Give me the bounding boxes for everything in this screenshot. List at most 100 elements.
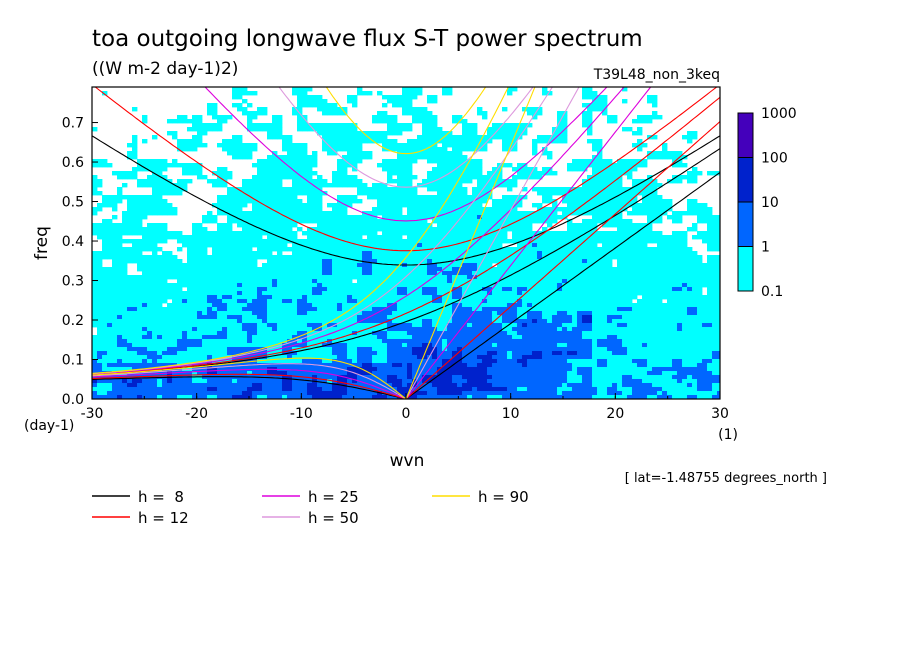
heatmap-cell bbox=[197, 315, 203, 320]
heatmap-cell bbox=[242, 223, 248, 228]
heatmap-cell bbox=[347, 323, 353, 328]
heatmap-cell bbox=[202, 263, 208, 268]
heatmap-cell bbox=[112, 231, 118, 236]
heatmap-cell bbox=[232, 199, 238, 204]
heatmap-cell bbox=[207, 335, 213, 340]
heatmap-cell bbox=[442, 387, 448, 392]
heatmap-cell bbox=[497, 219, 503, 224]
heatmap-cell bbox=[122, 219, 128, 224]
heatmap-cell bbox=[152, 195, 158, 200]
heatmap-cell bbox=[177, 163, 183, 168]
heatmap-cell bbox=[282, 155, 288, 160]
heatmap-cell bbox=[252, 91, 258, 96]
heatmap-cell bbox=[347, 367, 353, 372]
heatmap-cell bbox=[277, 283, 283, 288]
heatmap-cell bbox=[132, 327, 138, 332]
heatmap-cell bbox=[387, 363, 393, 368]
heatmap-cell bbox=[132, 243, 138, 248]
heatmap-cell bbox=[222, 263, 228, 268]
heatmap-cell bbox=[232, 339, 238, 344]
heatmap-cell bbox=[412, 207, 418, 212]
heatmap-cell bbox=[277, 191, 283, 196]
heatmap-cell bbox=[157, 159, 163, 164]
heatmap-cell bbox=[252, 199, 258, 204]
heatmap-cell bbox=[412, 215, 418, 220]
heatmap-cell bbox=[292, 311, 298, 316]
heatmap-cell bbox=[167, 323, 173, 328]
heatmap-cell bbox=[177, 143, 183, 148]
heatmap-cell bbox=[247, 91, 253, 96]
heatmap-cell bbox=[267, 323, 273, 328]
heatmap-cell bbox=[242, 91, 248, 96]
heatmap-cell bbox=[262, 299, 268, 304]
heatmap-cell bbox=[122, 367, 128, 372]
heatmap-cell bbox=[107, 203, 113, 208]
heatmap-cell bbox=[112, 351, 118, 356]
heatmap-cell bbox=[452, 343, 458, 348]
heatmap-cell bbox=[357, 291, 363, 296]
heatmap-cell bbox=[332, 131, 338, 136]
heatmap-cell bbox=[432, 143, 438, 148]
heatmap-cell bbox=[387, 139, 393, 144]
heatmap-cell bbox=[272, 363, 278, 368]
heatmap-cell bbox=[112, 267, 118, 272]
heatmap-cell bbox=[257, 175, 263, 180]
heatmap-cell bbox=[267, 191, 273, 196]
heatmap-cell bbox=[127, 199, 133, 204]
heatmap-cell bbox=[417, 115, 423, 120]
heatmap-cell bbox=[277, 351, 283, 356]
heatmap-cell bbox=[157, 231, 163, 236]
heatmap-cell bbox=[447, 359, 453, 364]
heatmap-cell bbox=[347, 271, 353, 276]
heatmap-cell bbox=[492, 235, 498, 240]
heatmap-cell bbox=[417, 243, 423, 248]
heatmap-cell bbox=[172, 271, 178, 276]
heatmap-cell bbox=[302, 151, 308, 156]
heatmap-cell bbox=[122, 267, 128, 272]
heatmap-cell bbox=[347, 147, 353, 152]
heatmap-cell bbox=[257, 163, 263, 168]
heatmap-cell bbox=[157, 319, 163, 324]
heatmap-cell bbox=[307, 275, 313, 280]
heatmap-cell bbox=[327, 147, 333, 152]
heatmap-cell bbox=[147, 359, 153, 364]
heatmap-cell bbox=[362, 251, 368, 256]
heatmap-cell bbox=[397, 267, 403, 272]
heatmap-cell bbox=[497, 211, 503, 216]
heatmap-cell bbox=[302, 167, 308, 172]
heatmap-cell bbox=[297, 359, 303, 364]
heatmap-cell bbox=[452, 347, 458, 352]
heatmap-cell bbox=[137, 379, 143, 384]
heatmap-cell bbox=[157, 307, 163, 312]
heatmap-cell bbox=[137, 207, 143, 212]
heatmap-cell bbox=[452, 239, 458, 244]
heatmap-cell bbox=[462, 379, 468, 384]
heatmap-cell bbox=[157, 395, 163, 399]
heatmap-cell bbox=[462, 339, 468, 344]
heatmap-cell bbox=[222, 335, 228, 340]
heatmap-cell bbox=[412, 107, 418, 112]
heatmap-cell bbox=[477, 363, 483, 368]
heatmap-cell bbox=[372, 259, 378, 264]
heatmap-cell bbox=[177, 379, 183, 384]
heatmap-cell bbox=[252, 287, 258, 292]
heatmap-cell bbox=[327, 291, 333, 296]
heatmap-cell bbox=[222, 315, 228, 320]
heatmap-cell bbox=[497, 275, 503, 280]
heatmap-cell bbox=[327, 359, 333, 364]
heatmap-cell bbox=[212, 235, 218, 240]
heatmap-cell bbox=[127, 255, 133, 260]
heatmap-cell bbox=[457, 339, 463, 344]
heatmap-cell bbox=[487, 387, 493, 392]
heatmap-cell bbox=[417, 247, 423, 252]
heatmap-cell bbox=[137, 211, 143, 216]
heatmap-cell bbox=[307, 155, 313, 160]
heatmap-cell bbox=[197, 311, 203, 316]
heatmap-cell bbox=[137, 287, 143, 292]
heatmap-cell bbox=[287, 279, 293, 284]
heatmap-cell bbox=[227, 207, 233, 212]
heatmap-cell bbox=[317, 243, 323, 248]
heatmap-cell bbox=[107, 335, 113, 340]
heatmap-cell bbox=[332, 227, 338, 232]
heatmap-cell bbox=[387, 179, 393, 184]
